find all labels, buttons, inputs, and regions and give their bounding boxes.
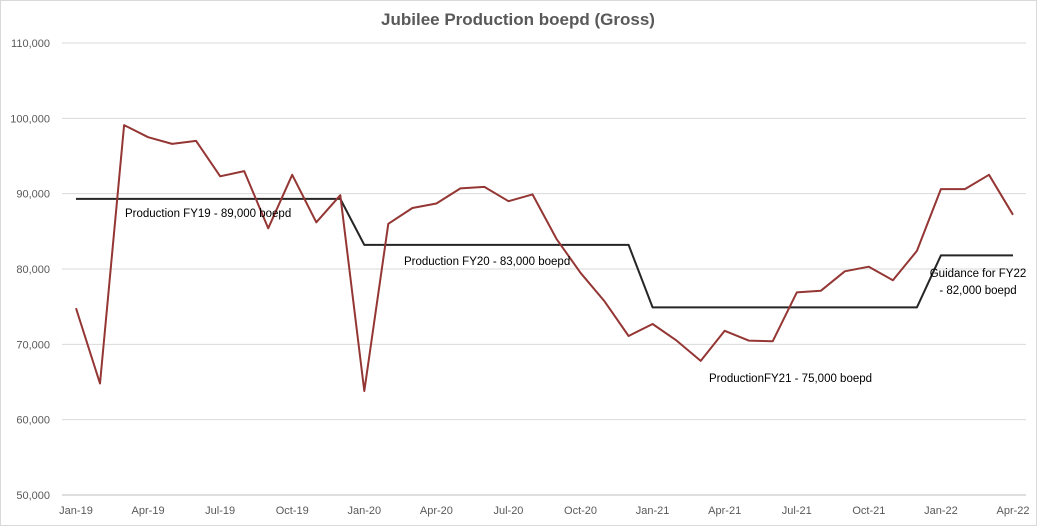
series-monthly-production [75,124,1014,392]
annotation-fy21: ProductionFY21 - 75,000 boepd [709,373,872,385]
x-tick-label: Apr-20 [420,505,453,517]
x-tick-label: Oct-21 [852,505,885,517]
annotations: Production FY19 - 89,000 boepd Productio… [125,208,1026,385]
x-tick-label: Apr-19 [132,505,165,517]
y-tick-label: 80,000 [16,264,50,276]
annotation-fy19: Production FY19 - 89,000 boepd [125,208,291,220]
annotation-fy22-line1: Guidance for FY22 [930,268,1027,280]
chart-title: Jubilee Production boepd (Gross) [381,10,655,29]
x-tick-label: Jan-20 [347,505,381,517]
x-axis-ticks: Jan-19 Apr-19 Jul-19 Oct-19 Jan-20 Apr-20 Jul-… [59,505,1029,517]
x-tick-label: Jul-19 [205,505,235,517]
x-tick-label: Oct-20 [564,505,597,517]
x-tick-label: Oct-19 [276,505,309,517]
x-tick-label: Jan-21 [636,505,670,517]
gridlines [62,42,1026,421]
annotation-fy20: Production FY20 - 83,000 boepd [404,256,570,268]
x-tick-label: Jan-22 [924,505,958,517]
y-tick-label: 50,000 [16,490,50,502]
x-tick-label: Jan-19 [59,505,93,517]
x-tick-label: Apr-21 [708,505,741,517]
y-tick-label: 110,000 [11,38,50,50]
annotation-fy22-line2: - 82,000 boepd [939,285,1016,297]
series-annual-guidance [76,197,1013,309]
x-tick-label: Jul-20 [493,505,523,517]
series-lines [75,124,1014,392]
x-tick-label: Apr-22 [996,505,1029,517]
y-tick-label: 100,000 [10,113,50,125]
x-tick-label: Jul-21 [782,505,812,517]
y-tick-label: 60,000 [16,415,50,427]
y-tick-label: 70,000 [16,339,50,351]
y-tick-label: 90,000 [16,189,50,201]
y-axis-ticks: 50,000 60,000 70,000 80,000 90,000 100,000 110… [10,38,50,502]
